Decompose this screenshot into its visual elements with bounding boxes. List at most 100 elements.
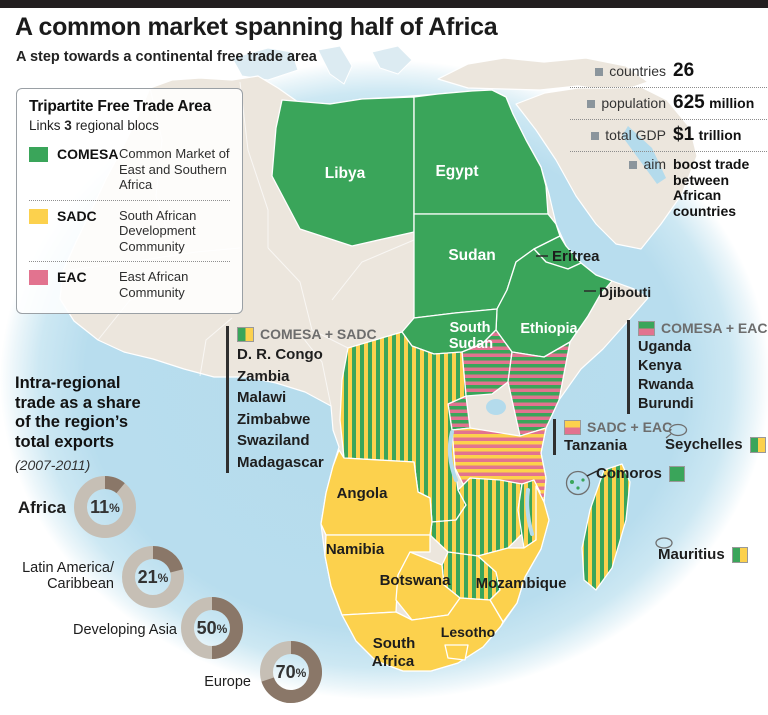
top-accent-bar <box>0 0 768 8</box>
comesa-sadc-annotation: COMESA + SADC D. R. Congo Zambia Malawi … <box>226 326 377 473</box>
seychelles-circle-icon <box>668 423 688 437</box>
list-item: Uganda <box>638 339 692 355</box>
seychelles-swatch-icon <box>749 436 766 453</box>
list-item: D. R. Congo <box>237 346 323 363</box>
map-labels: Libya Egypt Sudan South Sudan Ethiopia E… <box>325 163 651 670</box>
label-sudan: Sudan <box>448 247 495 264</box>
country-madagascar <box>581 463 631 591</box>
annotation-title: COMESA + SADC <box>260 326 377 342</box>
label-botswana: Botswana <box>380 572 452 589</box>
stat-total-gdp: total GDP $1 trillion <box>570 120 767 152</box>
list-item: Malawi <box>237 389 287 406</box>
legend-title: Tripartite Free Trade Area <box>29 98 212 115</box>
label-angola: Angola <box>337 485 388 502</box>
sadc-countries <box>320 449 550 672</box>
island-mauritius: Mauritius <box>658 546 748 563</box>
lakes <box>447 399 534 536</box>
donut-value-africa: 11% <box>90 497 120 517</box>
annotation-title: COMESA + EAC <box>661 320 768 336</box>
comesa-color-swatch <box>29 147 48 162</box>
arabia <box>515 86 698 250</box>
label-djibouti: Djibouti <box>599 284 651 300</box>
legend-desc: East African Community <box>119 269 189 300</box>
legend-subtitle: Links 3 regional blocs <box>29 118 159 133</box>
list-item: Burundi <box>638 396 694 412</box>
legend-entry-comesa: COMESA Common Market of East and Souther… <box>29 139 230 200</box>
legend-abbr: EAC <box>57 269 87 285</box>
island-markers <box>565 423 688 549</box>
page-subtitle: A step towards a continental free trade … <box>16 49 317 65</box>
list-item: Zimbabwe <box>237 410 311 428</box>
label-south-sudan: South <box>449 320 490 336</box>
donut-label-europe: Europe <box>204 674 251 690</box>
island-name: Mauritius <box>658 546 725 563</box>
stats-panel: countries 26 population 625 million tota… <box>570 56 767 224</box>
donut-label-latin-america: Latin America/ <box>22 560 115 576</box>
square-bullet-icon <box>629 161 638 169</box>
comesa-eac-countries <box>447 329 571 437</box>
country-lesotho <box>444 644 469 661</box>
eac-color-swatch <box>29 270 48 285</box>
legend-abbr: COMESA <box>57 146 119 162</box>
annotation-title: SADC + EAC <box>587 419 673 435</box>
country-libya <box>271 96 415 247</box>
legend-entry-sadc: SADC South African Development Community <box>29 199 230 262</box>
donut-value-europe: 70% <box>276 662 307 682</box>
chart-title: Intra-regional trade as a share of the r… <box>15 374 141 451</box>
list-item: Kenya <box>638 358 682 374</box>
svg-text:Africa: Africa <box>372 653 415 670</box>
legend-abbr: SADC <box>57 207 97 224</box>
sadc-eac-swatch-icon <box>564 419 581 435</box>
anatolia <box>437 57 649 93</box>
donut-latin-america <box>122 546 184 608</box>
mauritius-circle-icon <box>655 537 673 549</box>
comesa-eac-swatch-icon <box>638 320 655 336</box>
comesa-countries <box>271 89 613 358</box>
legend-desc: Common Market of East and Southern Afric… <box>119 146 230 192</box>
square-bullet-icon <box>587 100 596 108</box>
label-egypt: Egypt <box>435 163 478 180</box>
sadc-color-swatch <box>29 208 48 224</box>
sadc-eac-annotation: SADC + EAC Tanzania <box>553 419 672 455</box>
comoros-swatch-icon <box>668 465 685 482</box>
stat-countries: countries 26 <box>570 56 767 88</box>
list-item: Zambia <box>237 367 290 385</box>
legend-entry-eac: EAC East African Community <box>29 261 230 307</box>
donut-africa <box>74 476 136 538</box>
island-name: Comoros <box>596 465 662 482</box>
country-kenya <box>507 341 571 437</box>
square-bullet-icon <box>591 132 600 140</box>
donut-charts: 11% 21% 50% 70% Africa Latin America/ Ca… <box>18 476 322 703</box>
island-comoros: Comoros <box>596 465 685 482</box>
island-seychelles: Seychelles <box>665 436 766 453</box>
island-name: Seychelles <box>665 436 743 453</box>
chart-period: (2007-2011) <box>15 457 91 473</box>
comoros-circle-icon <box>565 470 591 496</box>
label-libya: Libya <box>325 165 366 182</box>
list-item: Rwanda <box>638 377 694 393</box>
stat-aim: aim boost trade between African countrie… <box>570 152 767 224</box>
label-mozambique: Mozambique <box>476 575 567 592</box>
comoros-pointer-line <box>586 470 598 477</box>
stat-population: population 625 million <box>570 88 767 120</box>
donut-developing-asia <box>181 597 243 659</box>
label-south-africa: South <box>373 635 416 652</box>
legend-desc: South African Development Community <box>119 207 197 254</box>
svg-text:Caribbean: Caribbean <box>47 576 114 592</box>
square-bullet-icon <box>595 68 604 76</box>
label-ethiopia: Ethiopia <box>520 321 578 337</box>
list-item: Madagascar <box>237 453 324 471</box>
list-item: Swaziland <box>237 432 310 449</box>
list-item: Tanzania <box>564 437 628 454</box>
comesa-eac-annotation: COMESA + EAC Uganda Kenya Rwanda Burundi <box>627 320 767 414</box>
label-namibia: Namibia <box>326 541 385 558</box>
label-lesotho: Lesotho <box>441 624 495 640</box>
mauritius-swatch-icon <box>731 546 748 563</box>
donut-label-africa: Africa <box>18 498 67 517</box>
comesa-sadc-swatch-icon <box>237 326 254 342</box>
svg-text:Sudan: Sudan <box>449 336 493 352</box>
donut-value-developing-asia: 50% <box>197 618 228 638</box>
persian-gulf <box>622 126 666 184</box>
comesa-sadc-countries <box>339 331 631 617</box>
